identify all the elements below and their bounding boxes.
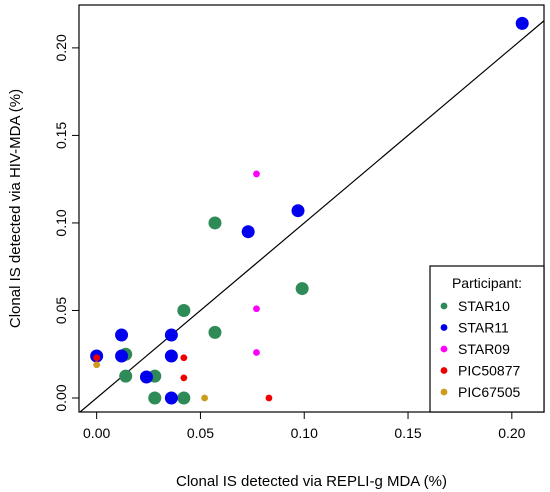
y-axis: 0.00 0.05 0.10 0.15 0.20: [53, 34, 79, 412]
data-point-star10: [119, 369, 133, 383]
data-point-pic50877: [180, 354, 188, 362]
data-point-pic50877: [93, 354, 101, 362]
data-point-star10: [177, 391, 191, 405]
data-point-star11: [139, 370, 153, 384]
data-point-star10: [208, 216, 222, 230]
legend-marker-pic50877: [440, 367, 448, 374]
data-point-star11: [164, 349, 178, 363]
data-point-star11: [164, 328, 178, 342]
x-tick-label: 0.10: [291, 425, 318, 441]
x-tick-label: 0.20: [498, 425, 525, 441]
y-tick-label: 0.20: [53, 34, 69, 61]
y-axis-label: Clonal IS detected via HIV-MDA (%): [7, 89, 24, 328]
data-point-star10: [148, 391, 162, 405]
data-point-pic50877: [180, 374, 188, 382]
y-tick-label: 0.10: [53, 209, 69, 236]
x-axis-label: Clonal IS detected via REPLI-g MDA (%): [176, 473, 447, 490]
legend-box: [429, 265, 545, 413]
legend-marker-star10: [440, 302, 448, 310]
reference-line-layer: [79, 20, 545, 413]
legend-marker-star09: [440, 345, 448, 353]
data-point-star11: [291, 204, 305, 218]
legend-label-star10: STAR10: [458, 298, 510, 314]
data-point-pic67505: [201, 394, 208, 402]
data-point-star11: [115, 328, 129, 342]
y-tick-label: 0.05: [53, 297, 69, 324]
legend-label-star09: STAR09: [458, 341, 510, 357]
data-point-star10: [177, 303, 191, 317]
x-axis: 0.00 0.05 0.10 0.15 0.20: [83, 412, 526, 441]
legend-label-pic67505: PIC67505: [458, 384, 520, 400]
data-point-star10: [208, 325, 222, 339]
data-point-star11: [515, 16, 529, 30]
data-point-star11: [115, 349, 129, 363]
x-tick-label: 0.00: [83, 425, 110, 441]
legend-marker-pic67505: [440, 388, 448, 396]
legend: Participant: STAR10 STAR11 STAR09 PIC50877 P…: [429, 265, 545, 413]
legend-title: Participant:: [452, 275, 522, 291]
data-point-star09: [253, 170, 260, 178]
data-point-star09: [253, 349, 260, 356]
legend-label-star11: STAR11: [458, 320, 509, 336]
data-point-star11: [164, 391, 178, 405]
data-point-pic50877: [265, 394, 273, 402]
data-point-star09: [253, 305, 260, 313]
y-tick-label: 0.00: [53, 384, 69, 411]
data-point-star10: [295, 282, 309, 296]
identity-reference-line: [79, 20, 545, 413]
legend-label-pic50877: PIC50877: [458, 363, 520, 379]
x-tick-label: 0.15: [394, 425, 421, 441]
data-point-pic67505: [93, 361, 101, 369]
legend-marker-star11: [440, 324, 448, 331]
x-tick-label: 0.05: [187, 425, 214, 441]
y-tick-label: 0.15: [53, 122, 69, 149]
data-points: [90, 16, 529, 405]
legend-items: STAR10 STAR11 STAR09 PIC50877 PIC67505: [440, 298, 520, 400]
data-point-star11: [241, 225, 255, 239]
